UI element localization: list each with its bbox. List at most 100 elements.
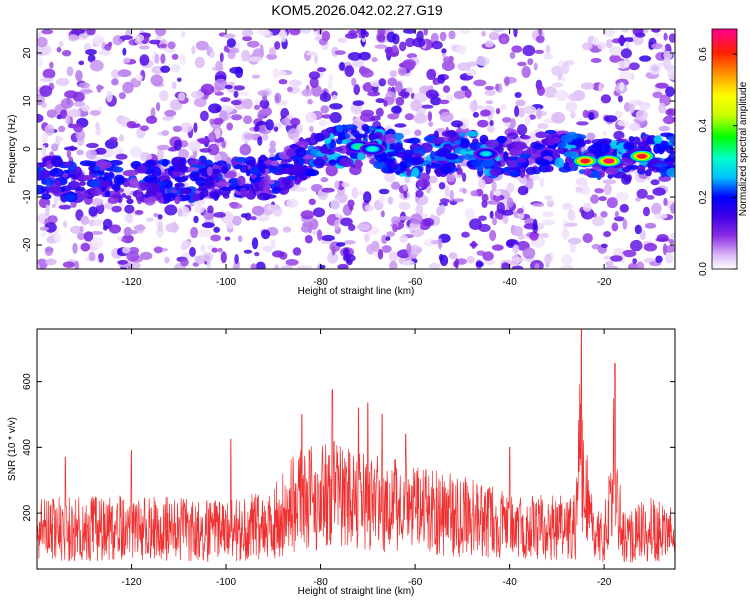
- heatmap-cell: [251, 237, 259, 250]
- heatmap-cell: [590, 194, 599, 204]
- heatmap-ridge-cell: [224, 171, 237, 179]
- heatmap-ridge-cell: [294, 178, 301, 185]
- heatmap-cell: [484, 85, 495, 91]
- heatmap-cell: [669, 233, 675, 239]
- heatmap-ridge-cell: [373, 160, 386, 170]
- heatmap-cell: [668, 33, 675, 43]
- heatmap-ridge-cell: [430, 150, 436, 160]
- heatmap-cell: [562, 228, 570, 240]
- heatmap-cell: [615, 192, 629, 202]
- heatmap-cell: [125, 212, 134, 224]
- heatmap-cell: [399, 234, 409, 244]
- heatmap-cell: [41, 29, 54, 35]
- heatmap-cell: [124, 204, 135, 214]
- heatmap-cell: [453, 90, 466, 100]
- heatmap-cell: [75, 70, 83, 82]
- heatmap-cell: [209, 118, 215, 125]
- heatmap-cell: [421, 104, 434, 109]
- heatmap-cell: [67, 108, 81, 118]
- heatmap-cell: [111, 205, 122, 213]
- heatmap-ridge-cell: [621, 166, 632, 173]
- heatmap-cell: [145, 217, 154, 222]
- heatmap-cell: [262, 245, 273, 253]
- figure-title: KOM5.2026.042.02.27.G19: [271, 2, 442, 18]
- heatmap-cell: [605, 261, 614, 266]
- heatmap-cell: [359, 112, 374, 122]
- heatmap-cell: [667, 69, 675, 80]
- heatmap-ridge-cell: [519, 167, 526, 179]
- heatmap-cell: [164, 256, 170, 264]
- heatmap-cell: [63, 220, 68, 228]
- colorbar: 0.0 0.2 0.4 0.6 Normalized spectral amplitu…: [698, 28, 749, 276]
- heatmap-cell: [221, 112, 228, 120]
- heatmap-cell: [375, 107, 384, 117]
- heatmap-cell: [351, 186, 359, 199]
- heatmap-cell: [525, 178, 534, 190]
- heatmap-cell: [250, 263, 257, 269]
- heatmap-cell: [395, 96, 405, 106]
- heatmap-ridge-cell: [141, 162, 154, 167]
- heatmap-ridge-cell: [287, 175, 297, 181]
- heatmap-cell: [85, 149, 98, 160]
- heatmap-cell: [319, 92, 332, 103]
- heatmap-cell: [180, 258, 189, 267]
- heatmap-cell: [451, 120, 463, 128]
- heatmap-ridge-cell: [357, 152, 366, 161]
- heatmap-cell: [635, 109, 648, 122]
- heatmap-cell: [108, 224, 122, 234]
- heatmap-ridge-cell: [125, 195, 132, 200]
- heatmap-cell: [485, 100, 494, 105]
- heatmap-cell: [123, 226, 133, 237]
- heatmap-cell: [478, 215, 487, 221]
- heatmap-cell: [80, 242, 91, 252]
- heatmap-ridge-cell: [497, 135, 506, 144]
- heatmap-cell: [188, 140, 201, 152]
- heatmap-cell: [639, 230, 646, 240]
- heatmap-cell: [91, 198, 104, 206]
- heatmap-cell: [301, 89, 313, 97]
- heatmap-cell: [171, 53, 179, 60]
- heatmap-cell: [237, 235, 243, 242]
- heatmap-cell: [160, 65, 171, 73]
- heatmap-cell: [491, 180, 497, 192]
- heatmap-cell: [517, 208, 524, 214]
- heatmap-cell: [352, 59, 364, 68]
- heatmap-cell: [454, 258, 459, 269]
- heatmap-cell: [88, 251, 96, 261]
- heatmap-cell: [489, 120, 494, 126]
- heatmap-cell: [179, 122, 193, 133]
- snr-frame: [36, 328, 676, 570]
- heatmap-cell: [594, 188, 604, 194]
- heatmap-cell: [390, 216, 401, 224]
- heatmap-cell: [601, 243, 608, 248]
- heatmap-ridge-cell: [263, 194, 277, 199]
- heatmap-cell: [122, 247, 131, 254]
- heatmap-ridge-cell: [51, 156, 64, 168]
- heatmap-cell: [269, 47, 276, 56]
- heatmap-cell: [95, 127, 102, 136]
- heatmap-ridge-cell: [339, 157, 354, 168]
- heatmap-cell: [665, 86, 675, 97]
- heatmap-ridge-cell: [187, 167, 200, 172]
- heatmap-ridge-cell: [61, 172, 69, 178]
- heatmap-cell: [80, 215, 90, 226]
- heatmap-cell: [159, 43, 168, 49]
- heatmap-ridge-cell: [280, 163, 295, 168]
- heatmap-cell: [337, 263, 349, 269]
- heatmap-cell: [307, 98, 313, 105]
- heatmap-cell: [600, 211, 608, 218]
- heatmap-cell: [306, 51, 317, 56]
- heatmap-ridge-cell: [268, 179, 275, 185]
- heatmap-cell: [37, 113, 44, 123]
- heatmap-ridge-cell: [653, 135, 663, 144]
- heatmap-cell: [483, 259, 496, 266]
- heatmap-ytick-label: -10: [22, 189, 33, 204]
- heatmap-cell: [39, 226, 49, 231]
- heatmap-cell: [458, 117, 470, 130]
- heatmap-cell: [470, 190, 479, 197]
- heatmap-cell: [670, 203, 675, 214]
- heatmap-ridge-cell: [645, 169, 652, 177]
- heatmap-cell: [663, 115, 675, 125]
